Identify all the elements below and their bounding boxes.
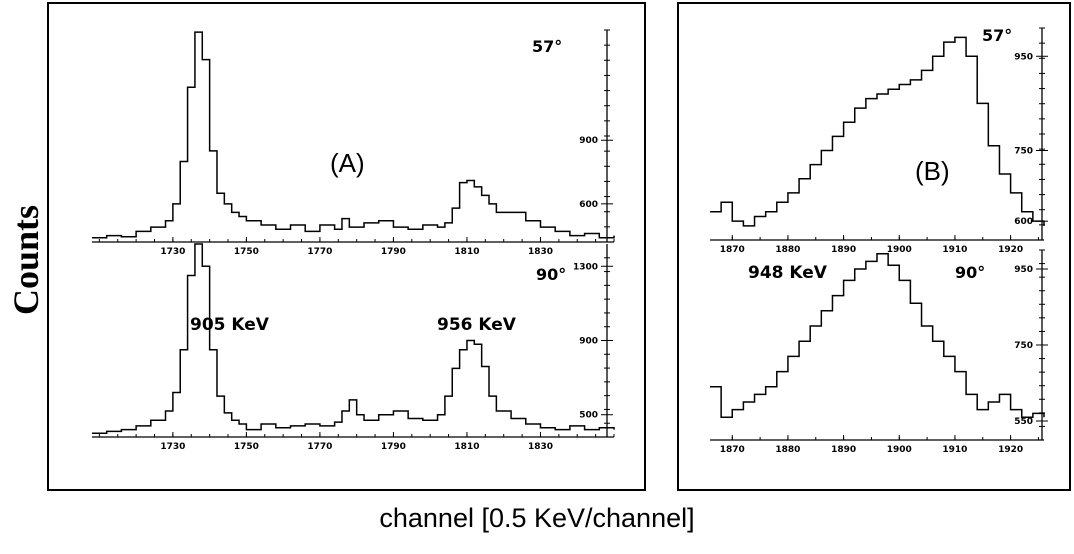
panel-a-top-x-tick-label: 1830 xyxy=(528,247,553,257)
panel-b-bottom-x-tick-label: 1910 xyxy=(942,445,967,455)
panel-b-bottom-x-tick-label: 1900 xyxy=(887,445,912,455)
panel-b-top-x-tick-label: 1910 xyxy=(942,245,967,255)
panel-b-top-x-tick-label: 1880 xyxy=(775,245,800,255)
annotation-948-kev: 948 KeV xyxy=(748,263,828,283)
panel-b-top-angle: 57° xyxy=(982,26,1012,45)
panel-b-mark: (B) xyxy=(915,156,950,186)
panel-a-top-x-tick-label: 1770 xyxy=(307,247,332,257)
panel-b-top-x-tick-label: 1890 xyxy=(831,245,856,255)
panel-b-bottom-x-tick-label: 1870 xyxy=(720,445,745,455)
panel-b-bottom-y-tick-label: 950 xyxy=(1014,265,1033,275)
panel-a-bottom-y-tick-label: 500 xyxy=(579,411,598,421)
panel-a-bottom-x-tick-label: 1830 xyxy=(528,442,553,452)
panel-b-top-y-tick-label: 950 xyxy=(1014,52,1033,62)
panel-b-bottom-y-tick-label: 550 xyxy=(1014,417,1033,427)
panel-b-bottom-x-tick-label: 1890 xyxy=(831,445,856,455)
panel-a-top-y-tick-label: 600 xyxy=(579,200,598,210)
panel-b-top-histogram xyxy=(710,36,1045,227)
panel-b-bottom-angle: 90° xyxy=(955,263,985,282)
panel-a-bottom-x-tick-label: 1810 xyxy=(454,442,479,452)
panel-b-top-y-tick-label: 600 xyxy=(1014,217,1033,227)
panel-b-bottom-x-tick-label: 1920 xyxy=(998,445,1023,455)
annotation-905-kev: 905 KeV xyxy=(190,315,270,335)
panel-b-top-x-tick-label: 1920 xyxy=(998,245,1023,255)
panel-b-bottom-y-tick-label: 750 xyxy=(1014,341,1033,351)
panel-a-top-y-tick-label: 900 xyxy=(579,136,598,146)
panel-a-top-x-tick-label: 1750 xyxy=(234,247,259,257)
panel-a-bottom-y-tick-label: 900 xyxy=(579,337,598,347)
panel-b-top-x-tick-label: 1870 xyxy=(720,245,745,255)
panel-a-bottom-angle: 90° xyxy=(536,265,566,284)
panel-b-top-x-tick-label: 1900 xyxy=(887,245,912,255)
x-axis-label: channel [0.5 KeV/channel] xyxy=(379,503,695,533)
panel-a-bottom-y-tick-label: 1300 xyxy=(573,262,598,272)
panel-b-top-y-tick-label: 750 xyxy=(1014,146,1033,156)
panel-a-bottom-x-tick-label: 1730 xyxy=(160,442,185,452)
panel-b-bottom-x-tick-label: 1880 xyxy=(775,445,800,455)
panel-a-bottom-histogram xyxy=(92,243,615,435)
panel-b-frame xyxy=(677,2,1071,491)
panel-a-bottom-x-tick-label: 1790 xyxy=(381,442,406,452)
panel-a-top-histogram xyxy=(92,31,615,239)
panel-a-top-x-tick-label: 1730 xyxy=(160,247,185,257)
panel-a-frame xyxy=(47,2,646,491)
annotation-956-kev: 956 KeV xyxy=(437,315,517,335)
panel-a-mark: (A) xyxy=(330,148,365,178)
panel-a-top-x-tick-label: 1790 xyxy=(381,247,406,257)
panel-b-bottom-histogram xyxy=(710,253,1045,418)
panel-a-top-x-tick-label: 1810 xyxy=(454,247,479,257)
panel-a-top-angle: 57° xyxy=(532,37,562,56)
panel-a-bottom-x-tick-label: 1750 xyxy=(234,442,259,452)
panel-a-bottom-x-tick-label: 1770 xyxy=(307,442,332,452)
